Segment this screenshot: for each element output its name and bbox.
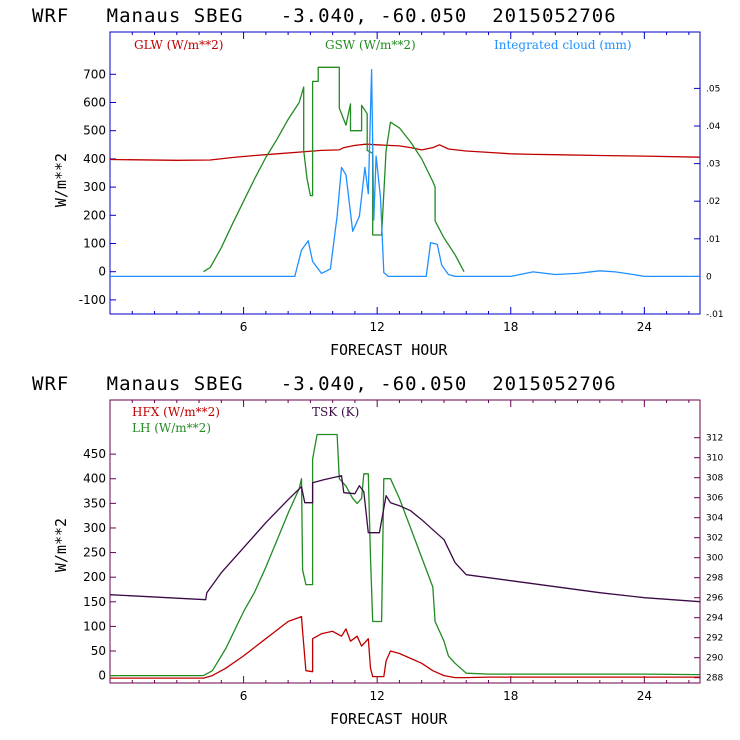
y2-tick-label: .03 [706,160,720,170]
y-tick-label: -100 [79,293,106,307]
bottom-x-axis-label: FORECAST HOUR [330,710,448,728]
y-tick-label: 250 [83,546,106,560]
y2-tick-label: .05 [706,84,720,94]
y2-tick-label: 306 [706,494,723,504]
bottom-ticks: 6 12 18 24 0 50 100 150 200 250 300 350 400 450 288 290… [83,400,723,703]
top-series-line-red [109,143,701,161]
x-tick-label: 6 [240,320,248,334]
legend-gsw: GSW (W/m**2) [325,38,416,52]
top-panel: WRF Manaus SBEG -3.040, -60.050 20150527… [32,5,724,359]
y-tick-label: 700 [83,67,106,81]
y2-tick-label: 294 [706,614,723,624]
y2-tick-label: 296 [706,594,723,604]
y-tick-label: 300 [83,521,106,535]
x-tick-label: 24 [637,320,652,334]
y2-tick-label: 300 [706,554,723,564]
y2-tick-label: 290 [706,654,723,664]
x-tick-label: 12 [370,689,385,703]
bottom-plot-frame [109,399,701,684]
y2-tick-label: 304 [706,514,723,524]
y2-tick-label: 292 [706,634,723,644]
bottom-chart-title: WRF Manaus SBEG -3.040, -60.050 20150527… [32,373,617,395]
legend-cloud: Integrated cloud (mm) [494,38,632,52]
y2-tick-label: 0 [706,272,712,282]
y-tick-label: 100 [83,619,106,633]
y2-tick-label: 308 [706,474,723,484]
legend-tsk: TSK (K) [312,405,359,419]
y2-tick-label: .01 [706,235,720,245]
x-tick-label: 6 [240,689,248,703]
bottom-series-line-green [110,433,701,677]
top-series-line-blue [110,68,700,278]
top-plot-frame [109,31,701,315]
y-tick-label: 600 [83,96,106,110]
x-tick-label: 24 [637,689,652,703]
x-tick-label: 18 [503,689,518,703]
y-tick-label: 500 [83,124,106,138]
y2-tick-label: 298 [706,574,723,584]
y-tick-label: 200 [83,570,106,584]
bottom-series [109,433,701,679]
bottom-y-axis-label: W/m**2 [52,518,70,572]
y-tick-label: 0 [98,669,106,683]
y2-tick-label: 310 [706,454,723,464]
y2-tick-label: .04 [706,122,721,132]
y2-tick-label: 312 [706,434,723,444]
y-tick-label: 450 [83,447,106,461]
y-tick-label: 150 [83,595,106,609]
legend-lh: LH (W/m**2) [132,421,211,435]
y-tick-label: 50 [91,644,106,658]
y2-tick-label: 302 [706,534,723,544]
y2-tick-label: -.01 [706,310,724,320]
y2-tick-label: 288 [706,674,723,684]
top-ticks: 6 12 18 24 -100 0 100 200 300 400 500 600 700 -.01 0 .0… [79,32,724,334]
top-chart-title: WRF Manaus SBEG -3.040, -60.050 20150527… [32,5,617,27]
y-tick-label: 100 [83,237,106,251]
bottom-panel: WRF Manaus SBEG -3.040, -60.050 20150527… [32,373,723,728]
y2-tick-label: .02 [706,197,720,207]
bottom-series-line-purple [109,475,701,603]
top-series [109,66,701,278]
top-series-line-green [203,66,465,273]
top-y-axis-label: W/m**2 [52,153,70,207]
y-tick-label: 350 [83,496,106,510]
legend-hfx: HFX (W/m**2) [132,405,220,419]
legend-glw: GLW (W/m**2) [134,38,223,52]
y-tick-label: 200 [83,208,106,222]
x-tick-label: 12 [370,320,385,334]
y-tick-label: 300 [83,180,106,194]
y-tick-label: 400 [83,472,106,486]
top-x-axis-label: FORECAST HOUR [330,341,448,359]
x-tick-label: 18 [503,320,518,334]
y-tick-label: 0 [98,265,106,279]
bottom-series-line-red [110,615,700,679]
y-tick-label: 400 [83,152,106,166]
